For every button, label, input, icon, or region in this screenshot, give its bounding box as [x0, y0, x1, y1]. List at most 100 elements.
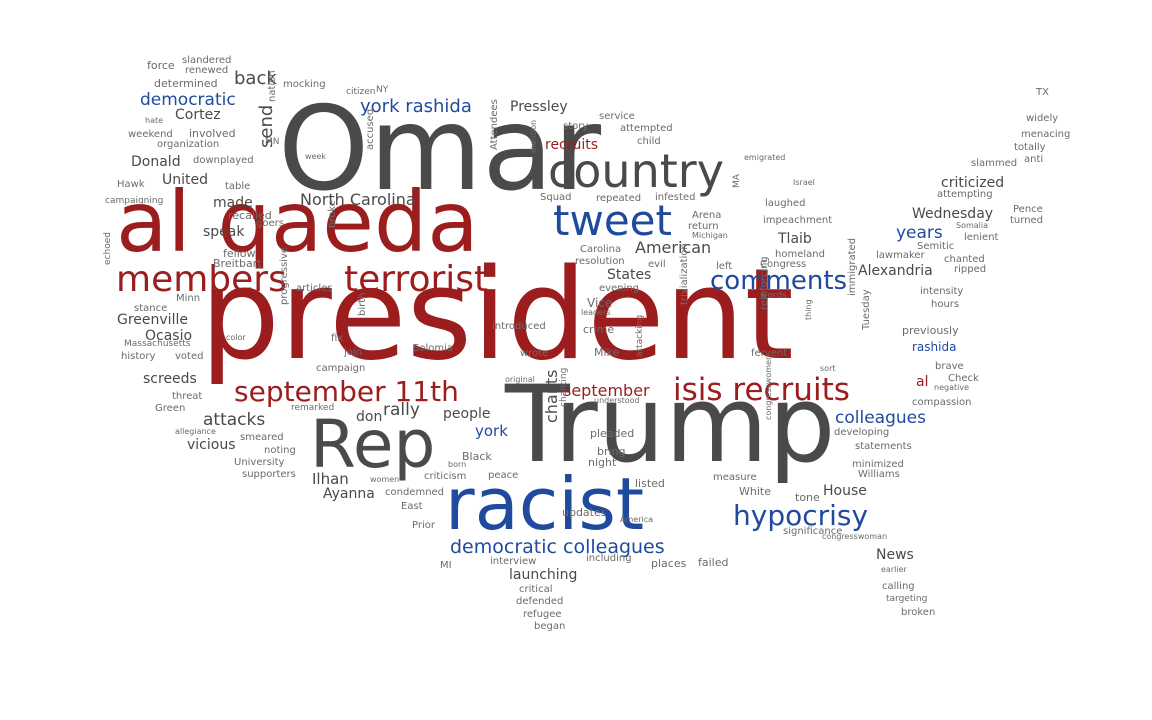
word-progressive: progressive — [279, 246, 290, 305]
word-measure: measure — [713, 472, 757, 483]
word-involved: involved — [189, 127, 236, 140]
word-recruits: recruits — [545, 137, 599, 153]
word-ny: NY — [376, 85, 389, 95]
word-previously: previously — [902, 324, 959, 337]
word-mn: MN — [265, 137, 280, 147]
word-minn: Minn — [176, 293, 201, 304]
word-united: United — [162, 172, 208, 188]
word-trivialization: trivialization — [679, 243, 690, 305]
word-slandered: slandered — [182, 55, 232, 66]
word-introduced: introduced — [492, 321, 546, 332]
word-renewed: renewed — [185, 65, 229, 76]
word-determined: determined — [154, 77, 218, 90]
word-reinforcing: reinforcing — [759, 256, 770, 310]
word-isis-recruits: isis recruits — [673, 372, 850, 408]
word-slammed: slammed — [971, 158, 1018, 169]
word-ma: MA — [732, 174, 742, 188]
word-tone: tone — [795, 491, 820, 504]
word-supporters: supporters — [242, 469, 296, 480]
word-september-11th: september 11th — [234, 375, 459, 408]
word-broken: broken — [901, 607, 936, 618]
word-democratic-colleagues: democratic colleagues — [450, 536, 665, 558]
word-states: States — [607, 267, 652, 283]
word-campaigning: campaigning — [105, 196, 164, 206]
word-house: House — [823, 483, 867, 499]
word-smeared: smeared — [240, 432, 284, 443]
word-york-rashida: york rashida — [360, 96, 472, 117]
word-mocking: mocking — [283, 79, 326, 90]
word-congresswoman: congresswoman — [822, 532, 888, 541]
word-speak: speak — [203, 224, 245, 240]
word-campaign: campaign — [316, 363, 366, 374]
word-congresswomen: congresswomen — [764, 354, 773, 420]
word-fix: fix — [331, 333, 344, 344]
word-mi: MI — [440, 560, 452, 571]
word-resolution: resolution — [575, 256, 625, 267]
word-don: don — [356, 409, 383, 425]
word-thing: thing — [804, 299, 813, 320]
word-attempted: attempted — [620, 123, 673, 134]
word-impeachment: impeachment — [763, 215, 833, 226]
word-calling: calling — [882, 581, 915, 592]
word-began: began — [534, 621, 566, 632]
word-attempting: attempting — [937, 189, 993, 200]
word-squad: Squad — [540, 192, 572, 203]
word-williams: Williams — [858, 469, 900, 480]
word-white: White — [739, 485, 771, 498]
word-statements: statements — [855, 441, 912, 452]
word-weekend: weekend — [128, 129, 173, 140]
word-totally: totally — [1014, 142, 1046, 153]
word-trump: Trump — [505, 363, 836, 486]
word-al-qaeda: al qaeda — [116, 173, 479, 271]
word-articles: articles — [296, 283, 333, 294]
word-turned: turned — [1010, 215, 1044, 226]
word-rally: rally — [383, 400, 420, 420]
word-omar: Omar — [278, 82, 602, 217]
word-significance: significance — [783, 526, 843, 537]
word-greenville: Greenville — [117, 312, 188, 328]
word-negative: negative — [934, 383, 969, 392]
word-east: East — [401, 501, 423, 512]
word-ripped: ripped — [954, 264, 987, 275]
word-story: story — [563, 121, 589, 132]
word-citizen: citizen — [346, 87, 376, 97]
word-fervent: fervent — [751, 348, 788, 359]
word-bring: bring — [597, 445, 626, 458]
word-born: born — [448, 460, 467, 469]
word-downplayed: downplayed — [193, 155, 254, 166]
word-al: al — [916, 374, 929, 390]
word-voted: voted — [175, 351, 204, 362]
word-hours: hours — [931, 299, 960, 310]
word-evil: evil — [648, 259, 666, 270]
word-refugee: refugee — [523, 609, 562, 620]
word-allegiance: allegiance — [175, 427, 216, 436]
word-homeland: homeland — [775, 249, 825, 260]
word-north-carolina: North Carolina — [300, 190, 416, 209]
word-targeting: targeting — [886, 594, 928, 604]
word-chants: chants — [542, 369, 561, 424]
word-updates: updates — [562, 506, 607, 519]
word-return: return — [688, 221, 719, 232]
word-tlaib: Tlaib — [778, 231, 812, 247]
word-ayanna: Ayanna — [323, 486, 375, 502]
word-including: including — [586, 553, 632, 564]
word-comments: comments — [710, 266, 848, 296]
word-anti: anti — [1024, 154, 1044, 165]
word-somalia: Somalia — [956, 221, 989, 230]
word-president: president — [200, 241, 794, 388]
word-carolina: Carolina — [580, 244, 622, 255]
word-mention: mention — [529, 119, 538, 153]
word-original: original — [505, 375, 535, 384]
word-organization: organization — [157, 139, 220, 150]
word-york: york — [475, 422, 508, 440]
word-failed: failed — [698, 556, 729, 569]
word-rep: Rep — [310, 406, 436, 483]
word-leaders: leaders — [581, 308, 611, 317]
word-university: University — [234, 457, 285, 468]
word-chanting: chanting — [559, 367, 569, 407]
word-lenient: lenient — [964, 232, 999, 243]
word-september: september — [563, 381, 650, 400]
word-recalled: recalled — [228, 209, 272, 222]
word-accused: accused — [365, 108, 376, 150]
word-left: left — [716, 261, 733, 272]
